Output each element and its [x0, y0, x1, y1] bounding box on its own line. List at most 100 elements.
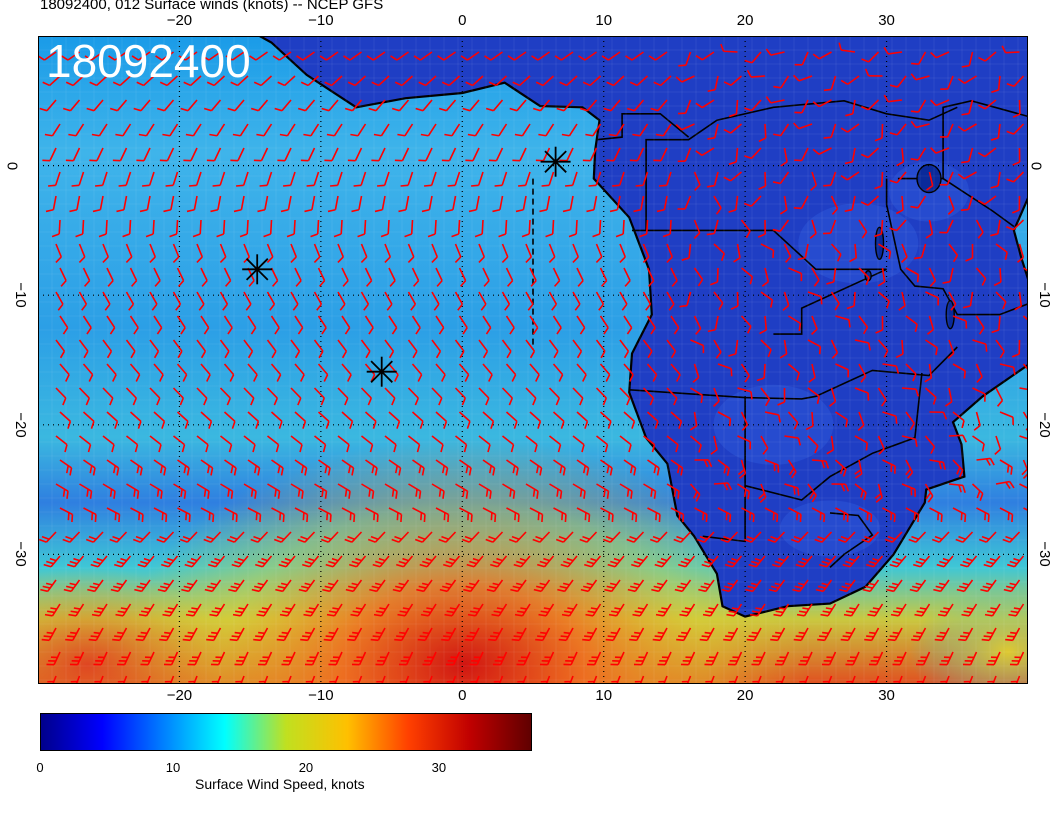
wind-barb — [313, 339, 324, 359]
wind-barb — [930, 147, 950, 154]
wind-barb — [122, 219, 132, 238]
wind-barb — [882, 363, 900, 374]
colorbar — [40, 713, 532, 751]
wind-barb — [905, 267, 920, 283]
wind-barb — [844, 195, 856, 213]
wind-barb — [431, 243, 439, 263]
wind-barb — [877, 339, 889, 358]
wind-barb — [646, 363, 658, 382]
wind-barb — [225, 51, 245, 61]
wind-barb — [149, 291, 158, 311]
wind-barb — [505, 411, 518, 429]
wind-barb — [465, 147, 480, 162]
wind-barb — [854, 435, 869, 451]
wind-barb — [861, 99, 880, 111]
wind-barb — [278, 555, 296, 568]
wind-barb — [236, 171, 249, 187]
wind-barb — [125, 387, 138, 406]
wind-barb — [196, 243, 204, 263]
wind-barb — [975, 267, 987, 286]
wind-barb — [398, 651, 414, 666]
wind-barb — [564, 675, 574, 684]
wind-barb — [478, 387, 490, 406]
wind-barb — [106, 507, 121, 523]
wind-barb — [84, 51, 104, 61]
wind-barb — [889, 75, 907, 88]
wind-barb — [138, 603, 155, 617]
wind-barb — [603, 99, 621, 112]
wind-barb — [212, 171, 226, 187]
wind-barb — [602, 531, 621, 543]
wind-barb — [990, 219, 1001, 237]
lat-tick-label-left: 0 — [3, 161, 21, 170]
wind-barb — [729, 99, 739, 118]
wind-barb — [744, 99, 762, 112]
wind-barb — [200, 459, 214, 476]
wind-barb — [350, 603, 367, 617]
wind-barb — [905, 315, 918, 332]
wind-barb — [1009, 651, 1025, 666]
wind-barb — [655, 603, 672, 617]
wind-barb — [102, 291, 111, 311]
wind-barb — [173, 435, 186, 453]
lat-tick-label-right: −20 — [1036, 412, 1054, 438]
wind-barb — [141, 675, 151, 684]
wind-barb — [908, 531, 927, 543]
wind-barb — [843, 603, 860, 617]
wind-barb — [163, 195, 175, 213]
wind-barb — [444, 123, 461, 137]
wind-barb — [737, 459, 747, 479]
wind-barb — [302, 555, 320, 568]
wind-barb — [109, 531, 128, 543]
wind-barb — [125, 243, 133, 263]
wind-barb — [209, 123, 226, 137]
wind-barb — [1016, 243, 1025, 263]
wind-barb — [116, 195, 128, 213]
wind-barb — [805, 411, 814, 431]
wind-barb — [226, 531, 245, 543]
wind-barb — [326, 603, 343, 617]
wind-barb — [995, 243, 1008, 260]
wind-barb — [162, 603, 179, 617]
wind-barb — [129, 267, 138, 287]
wind-barb — [55, 387, 67, 406]
wind-barb — [169, 219, 179, 238]
wind-barb — [365, 507, 379, 523]
wind-barb — [324, 75, 343, 87]
wind-barb — [266, 243, 274, 263]
lon-tick-label-bottom: 30 — [878, 687, 895, 704]
wind-barb — [407, 243, 415, 263]
wind-barb — [678, 99, 692, 115]
wind-barb — [337, 243, 345, 263]
wind-barb — [587, 675, 598, 684]
wind-barb — [352, 675, 363, 684]
wind-barb — [787, 411, 799, 430]
wind-barb — [102, 339, 113, 359]
wind-barb — [418, 75, 437, 87]
wind-barb — [615, 219, 625, 238]
wind-barb — [87, 579, 104, 593]
wind-barb — [431, 483, 445, 499]
wind-barb — [807, 339, 822, 355]
wind-barb — [454, 291, 464, 311]
wind-barb — [858, 507, 873, 523]
wind-barb — [416, 579, 433, 593]
wind-barb — [681, 243, 692, 261]
wind-barb — [706, 219, 719, 236]
wind-barb — [219, 243, 227, 263]
wind-barb — [765, 96, 785, 104]
wind-barb — [793, 74, 813, 82]
wind-barb — [458, 363, 470, 382]
wind-barb — [861, 51, 880, 63]
wind-barb — [576, 459, 590, 476]
wind-barb — [796, 603, 813, 617]
wind-barb — [330, 171, 343, 187]
wind-barb — [188, 675, 198, 684]
wind-barb — [720, 43, 738, 53]
wind-barb — [619, 243, 627, 263]
wind-barb — [110, 579, 128, 593]
wind-barb — [65, 75, 85, 87]
wind-barb — [109, 99, 128, 112]
inland-wind-patch — [798, 203, 919, 284]
wind-barb — [337, 387, 349, 406]
